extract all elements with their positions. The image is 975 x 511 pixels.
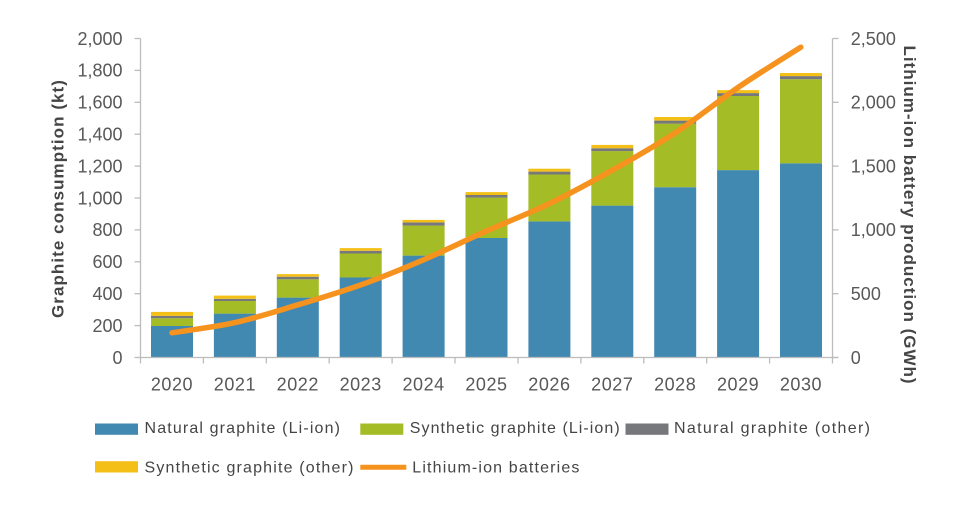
svg-text:2029: 2029 bbox=[717, 375, 759, 395]
svg-text:0: 0 bbox=[112, 348, 122, 368]
svg-text:Synthetic graphite (Li-ion): Synthetic graphite (Li-ion) bbox=[410, 420, 621, 437]
svg-text:500: 500 bbox=[851, 284, 881, 304]
svg-text:1,400: 1,400 bbox=[77, 125, 122, 145]
svg-text:2022: 2022 bbox=[277, 375, 319, 395]
svg-text:0: 0 bbox=[851, 348, 861, 368]
svg-text:2024: 2024 bbox=[402, 375, 444, 395]
svg-text:Synthetic graphite (other): Synthetic graphite (other) bbox=[145, 460, 355, 477]
svg-text:800: 800 bbox=[92, 220, 122, 240]
svg-text:400: 400 bbox=[92, 284, 122, 304]
svg-text:2,500: 2,500 bbox=[851, 29, 896, 49]
svg-text:600: 600 bbox=[92, 252, 122, 272]
svg-text:2025: 2025 bbox=[465, 375, 507, 395]
svg-text:2,000: 2,000 bbox=[851, 93, 896, 113]
svg-text:2023: 2023 bbox=[340, 375, 382, 395]
svg-text:2021: 2021 bbox=[214, 375, 256, 395]
svg-text:Lithium-ion batteries: Lithium-ion batteries bbox=[412, 460, 580, 477]
svg-text:2030: 2030 bbox=[780, 375, 822, 395]
svg-text:1,800: 1,800 bbox=[77, 61, 122, 81]
svg-text:2028: 2028 bbox=[654, 375, 696, 395]
svg-text:2,000: 2,000 bbox=[77, 29, 122, 49]
svg-text:1,600: 1,600 bbox=[77, 93, 122, 113]
svg-text:2026: 2026 bbox=[528, 375, 570, 395]
svg-text:1,000: 1,000 bbox=[77, 188, 122, 208]
svg-text:2027: 2027 bbox=[591, 375, 633, 395]
svg-text:1,200: 1,200 bbox=[77, 156, 122, 176]
svg-text:200: 200 bbox=[92, 316, 122, 336]
svg-text:1,500: 1,500 bbox=[851, 156, 896, 176]
svg-text:Natural graphite (other): Natural graphite (other) bbox=[674, 420, 871, 437]
svg-text:2020: 2020 bbox=[151, 375, 193, 395]
svg-text:1,000: 1,000 bbox=[851, 220, 896, 240]
svg-text:Graphite consumption (kt): Graphite consumption (kt) bbox=[48, 79, 67, 318]
svg-text:Lithium-ion battery production: Lithium-ion battery production (GWh) bbox=[900, 45, 919, 384]
svg-text:Natural graphite (Li-ion): Natural graphite (Li-ion) bbox=[145, 420, 342, 437]
